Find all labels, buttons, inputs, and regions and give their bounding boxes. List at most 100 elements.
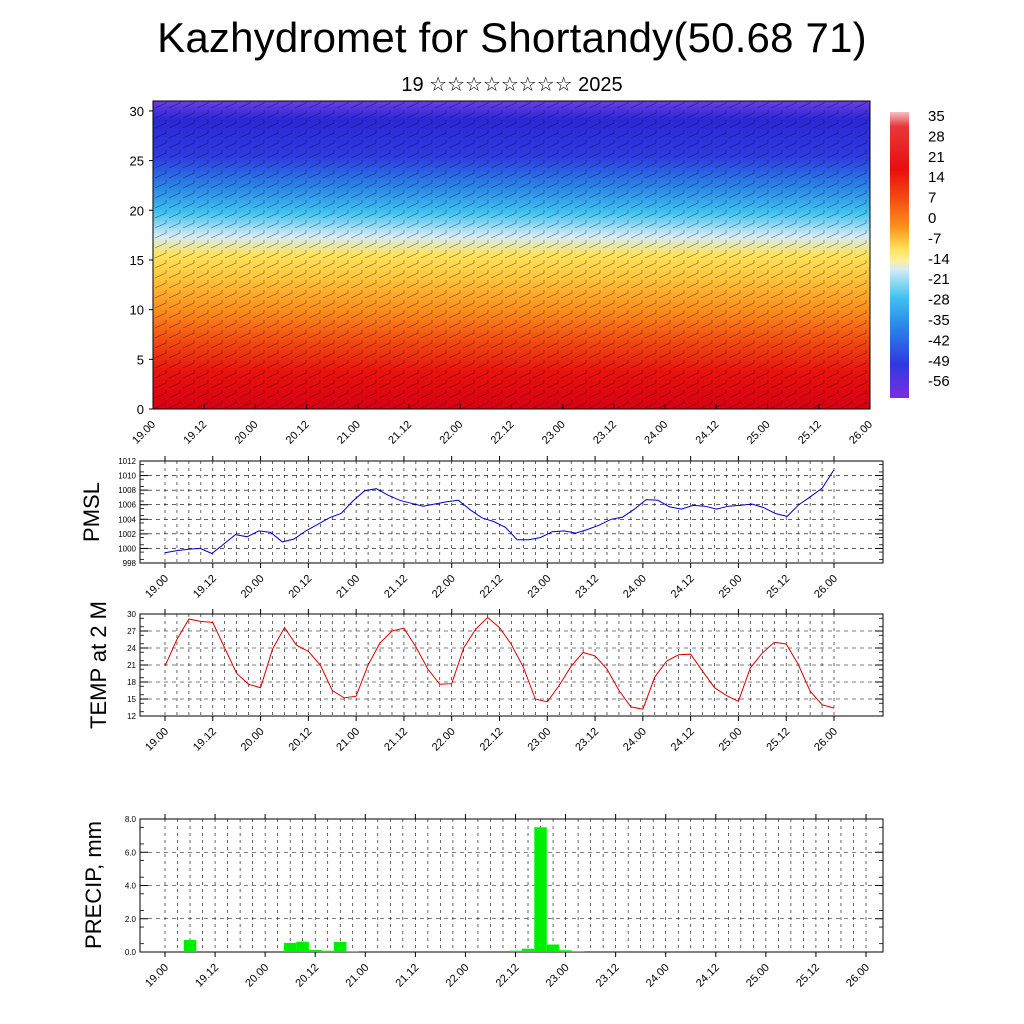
- xtick-label: 25.12: [764, 573, 792, 601]
- xtick-label: 25.12: [794, 962, 822, 990]
- xtick-label: 25.00: [717, 726, 745, 754]
- colorbar-label: 28: [928, 128, 945, 145]
- xtick-label: 23.12: [573, 573, 601, 601]
- ytick-label: 27: [127, 627, 136, 636]
- xtick-label: 21.00: [334, 726, 362, 754]
- xtick-label: 24.12: [694, 962, 722, 990]
- heat-ytick-label: 25: [130, 154, 144, 169]
- heat-ytick-label: 0: [137, 402, 144, 417]
- precip-bar: [321, 950, 334, 952]
- colorbar-label: -14: [928, 251, 950, 268]
- xtick-label: 24.12: [669, 573, 697, 601]
- xtick-label: 19.00: [143, 962, 171, 990]
- xtick-label: 24.12: [669, 726, 697, 754]
- heat-xtick-label: 23.00: [540, 419, 568, 447]
- xtick-label: 25.00: [717, 573, 745, 601]
- xtick-label: 23.00: [525, 573, 553, 601]
- ytick-label: 24: [127, 644, 136, 653]
- heat-ytick-label: 15: [130, 253, 144, 268]
- ytick-label: 1012: [118, 457, 136, 466]
- chart-title: Kazhydromet for Shortandy(50.68 71): [157, 14, 867, 61]
- heat-xtick-label: 21.12: [386, 419, 414, 447]
- heat-xtick-label: 26.00: [847, 419, 875, 447]
- precip-bar: [334, 942, 347, 952]
- ytick-label: 998: [123, 559, 137, 568]
- precip-axis-label: PRECIP, mm: [81, 821, 106, 949]
- precip-bar: [534, 827, 547, 952]
- colorbar-label: -56: [928, 373, 950, 390]
- xtick-label: 24.00: [644, 962, 672, 990]
- heat-ytick-label: 10: [130, 303, 144, 318]
- xtick-label: 21.12: [394, 962, 422, 990]
- ytick-label: 1008: [118, 486, 136, 495]
- xtick-label: 23.12: [594, 962, 622, 990]
- xtick-label: 19.00: [143, 573, 171, 601]
- wind-barb-overlay: [153, 101, 870, 409]
- temp-panel: 12 15 18 21 24 27 30 19.00 19.12 20.00 20.12 21.00…: [86, 601, 884, 754]
- pmsl-panel: 998 1000 1002 1004 1006 1008 1010 1012 19.00 19.…: [79, 456, 884, 601]
- precip-bar: [183, 940, 197, 952]
- ytick-label: 15: [127, 695, 136, 704]
- ytick-label: 1006: [118, 501, 136, 510]
- precip-panel: 0.0 2.0 4.0 6.0 8.0 19.00 19.12 20.00 20.12 21.0…: [81, 814, 884, 990]
- colorbar-label: -35: [928, 312, 950, 329]
- pmsl-series-line: [164, 469, 835, 555]
- colorbar-label: -42: [928, 332, 950, 349]
- ytick-label: 18: [127, 678, 136, 687]
- precip-bar: [559, 950, 572, 952]
- ytick-label: 21: [127, 661, 136, 670]
- heat-xtick-label: 24.00: [642, 419, 670, 447]
- precip-bar: [509, 950, 522, 952]
- ytick-label: 0.0: [125, 948, 137, 957]
- precip-bar: [283, 942, 297, 952]
- ytick-label: 1000: [118, 544, 136, 553]
- ytick-label: 1010: [118, 472, 136, 481]
- colorbar-gradient: [890, 112, 909, 398]
- xtick-label: 24.00: [621, 573, 649, 601]
- colorbar: 35 28 21 14 7 0 -7 -14 -21 -28 -35 -42 -49 -56: [890, 108, 950, 398]
- xtick-label: 23.00: [525, 726, 553, 754]
- xtick-label: 26.00: [812, 573, 840, 601]
- xtick-label: 21.00: [334, 573, 362, 601]
- pmsl-axis-label: PMSL: [79, 482, 104, 542]
- heat-xtick-label: 22.12: [489, 419, 517, 447]
- precip-bar: [346, 951, 359, 952]
- colorbar-label: 21: [928, 149, 945, 166]
- xtick-label: 19.00: [143, 726, 171, 754]
- xtick-label: 21.12: [382, 726, 410, 754]
- xtick-label: 20.12: [287, 726, 315, 754]
- ytick-label: 8.0: [125, 815, 137, 824]
- xtick-label: 23.12: [573, 726, 601, 754]
- heat-xtick-label: 23.12: [591, 419, 619, 447]
- heat-xtick-label: 19.00: [130, 419, 158, 447]
- xtick-label: 20.00: [239, 726, 267, 754]
- xtick-label: 24.00: [621, 726, 649, 754]
- xtick-label: 23.00: [544, 962, 572, 990]
- colorbar-label: -7: [928, 230, 941, 247]
- ytick-label: 1002: [118, 530, 136, 539]
- heat-xtick-label: 25.12: [796, 419, 824, 447]
- xtick-label: 22.12: [478, 726, 506, 754]
- heat-xtick-label: 19.12: [181, 419, 209, 447]
- heat-xtick-label: 21.00: [335, 419, 363, 447]
- temperature-heatmap-panel: 0 5 10 15 20 25 30 19.00 19.12 20.00 20.12 21.00 21…: [130, 100, 875, 447]
- colorbar-label: 7: [928, 190, 936, 207]
- temp-series-line: [164, 616, 835, 710]
- xtick-label: 19.12: [191, 726, 219, 754]
- xtick-label: 22.12: [494, 962, 522, 990]
- ytick-label: 1004: [118, 515, 136, 524]
- heat-ytick-label: 5: [137, 352, 144, 367]
- precip-bar: [309, 950, 322, 952]
- ytick-label: 2.0: [125, 915, 137, 924]
- precip-bar: [296, 941, 309, 952]
- xtick-label: 19.12: [191, 573, 219, 601]
- precip-bar: [571, 951, 585, 952]
- precip-bar: [546, 944, 560, 952]
- xtick-label: 19.12: [193, 962, 221, 990]
- ytick-label: 6.0: [125, 848, 137, 857]
- heat-xtick-label: 20.00: [233, 419, 261, 447]
- xtick-label: 21.00: [343, 962, 371, 990]
- temp-axis-label: TEMP at 2 M: [86, 601, 111, 729]
- ytick-label: 4.0: [125, 882, 137, 891]
- ytick-label: 30: [127, 610, 136, 619]
